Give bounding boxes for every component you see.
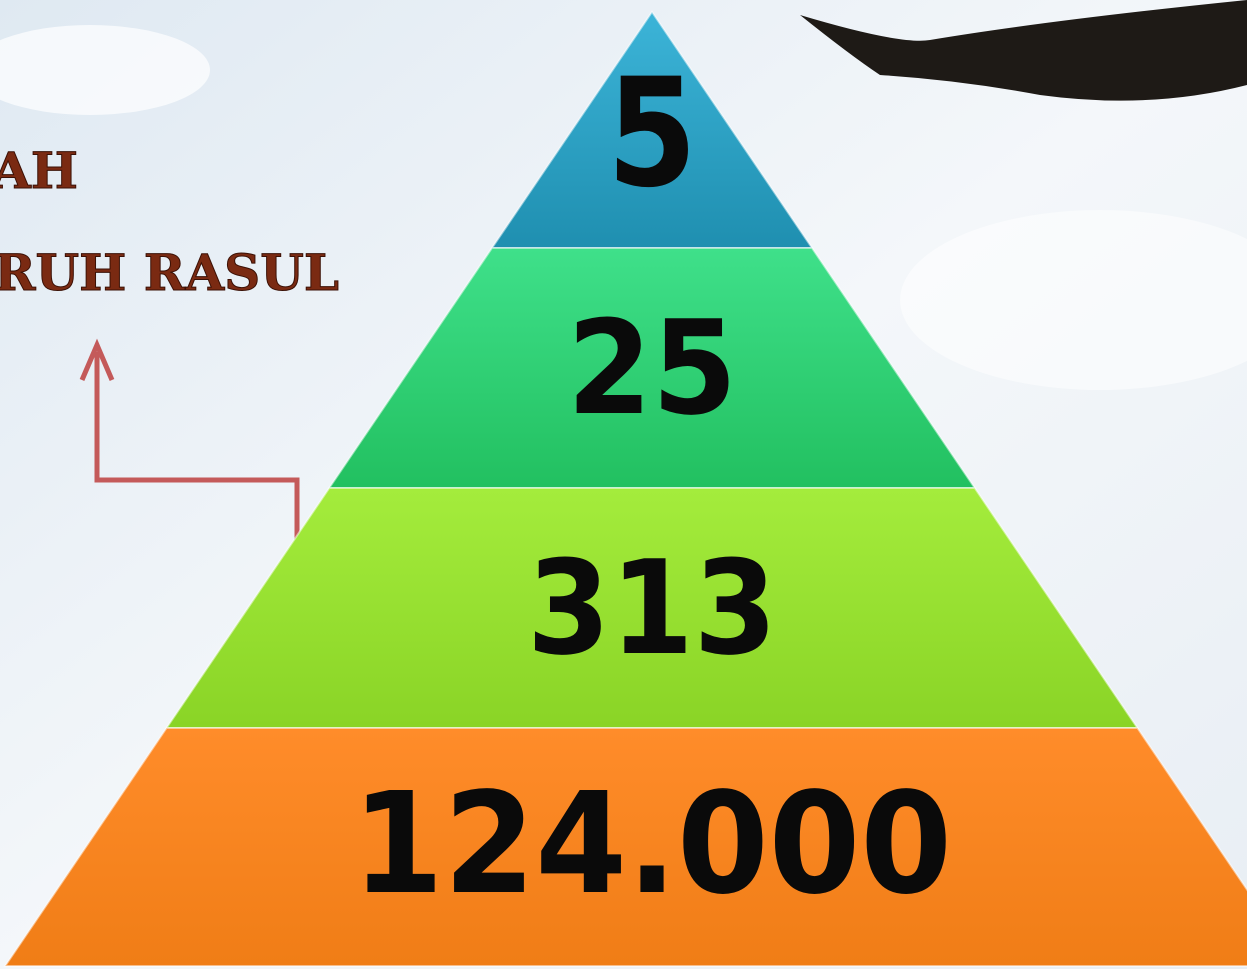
- arrow-head: [79, 338, 115, 381]
- heading-line: RUH RASUL: [0, 243, 339, 302]
- level-label: 124.000: [352, 763, 952, 926]
- cloud: [900, 210, 1247, 390]
- pyramid: 5 25 313 124.000: [3, 10, 1247, 967]
- heading-line: AH: [0, 141, 78, 200]
- cloud: [0, 25, 210, 115]
- level-label: 25: [567, 292, 737, 444]
- level-label: 5: [607, 47, 697, 221]
- eagle: [800, 0, 1247, 101]
- level-label: 313: [527, 532, 777, 684]
- pyramid-level: [3, 727, 1247, 967]
